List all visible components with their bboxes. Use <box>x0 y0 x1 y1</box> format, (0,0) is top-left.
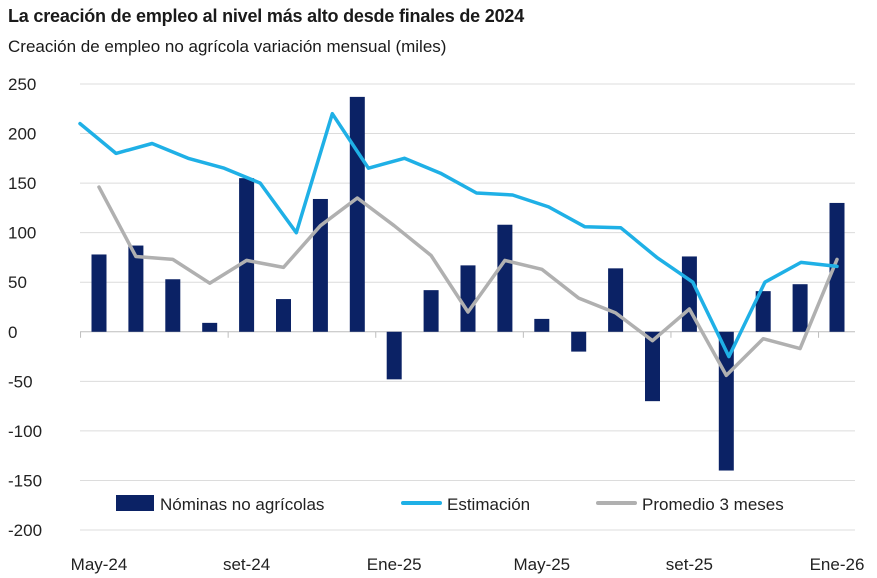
bar-nominas <box>165 279 181 332</box>
x-tick-label: set-25 <box>666 555 713 574</box>
x-tick-label: May-24 <box>71 555 128 574</box>
bar-nominas <box>534 318 550 332</box>
bar-nominas <box>608 268 624 332</box>
y-tick-label: 100 <box>8 224 36 243</box>
chart-title: La creación de empleo al nivel más alto … <box>8 6 525 26</box>
x-tick-label: Ene-25 <box>367 555 422 574</box>
bar-nominas <box>497 224 513 332</box>
x-tick-label: Ene-26 <box>810 555 865 574</box>
bar-nominas <box>202 322 218 332</box>
bar-nominas <box>571 331 587 352</box>
y-tick-label: 50 <box>8 273 27 292</box>
bar-nominas <box>423 290 439 332</box>
y-tick-label: 200 <box>8 125 36 144</box>
bar-nominas <box>645 331 660 402</box>
bar-nominas <box>460 265 476 332</box>
y-axis-ticks: 250 200 150 100 50 0 -50 -100 -150 -200 <box>8 75 42 540</box>
y-tick-label: -150 <box>8 471 42 490</box>
bar-series <box>91 96 845 471</box>
bar-nominas <box>312 198 328 332</box>
x-tick-label: set-24 <box>223 555 270 574</box>
bar-nominas <box>128 245 144 332</box>
bar-nominas <box>792 284 808 332</box>
y-tick-label: 150 <box>8 174 36 193</box>
bar-nominas <box>91 254 107 332</box>
y-tick-label: -100 <box>8 422 42 441</box>
line-estimacion <box>78 111 839 359</box>
x-axis-ticks: May-24 set-24 Ene-25 May-25 set-25 Ene-26 <box>71 555 865 574</box>
y-tick-label: -50 <box>8 372 33 391</box>
legend-label-promedio: Promedio 3 meses <box>642 495 784 514</box>
bar-nominas <box>386 331 402 380</box>
legend-label-nominas: Nóminas no agrícolas <box>160 495 324 514</box>
y-tick-label: 0 <box>8 323 17 342</box>
bar-nominas <box>349 96 365 332</box>
bar-nominas <box>276 299 291 332</box>
y-tick-label: -200 <box>8 521 42 540</box>
x-tick-label: May-25 <box>513 555 570 574</box>
legend-swatch-nominas <box>116 495 154 511</box>
bar-nominas <box>239 178 255 332</box>
line-promedio-3-meses <box>97 185 839 378</box>
legend: Nóminas no agrícolas Estimación Promedio… <box>116 495 784 514</box>
line-series <box>78 111 839 378</box>
chart-subtitle: Creación de empleo no agrícola variación… <box>8 37 447 56</box>
bar-nominas <box>755 291 771 332</box>
y-tick-label: 250 <box>8 75 36 94</box>
legend-label-estimacion: Estimación <box>447 495 530 514</box>
